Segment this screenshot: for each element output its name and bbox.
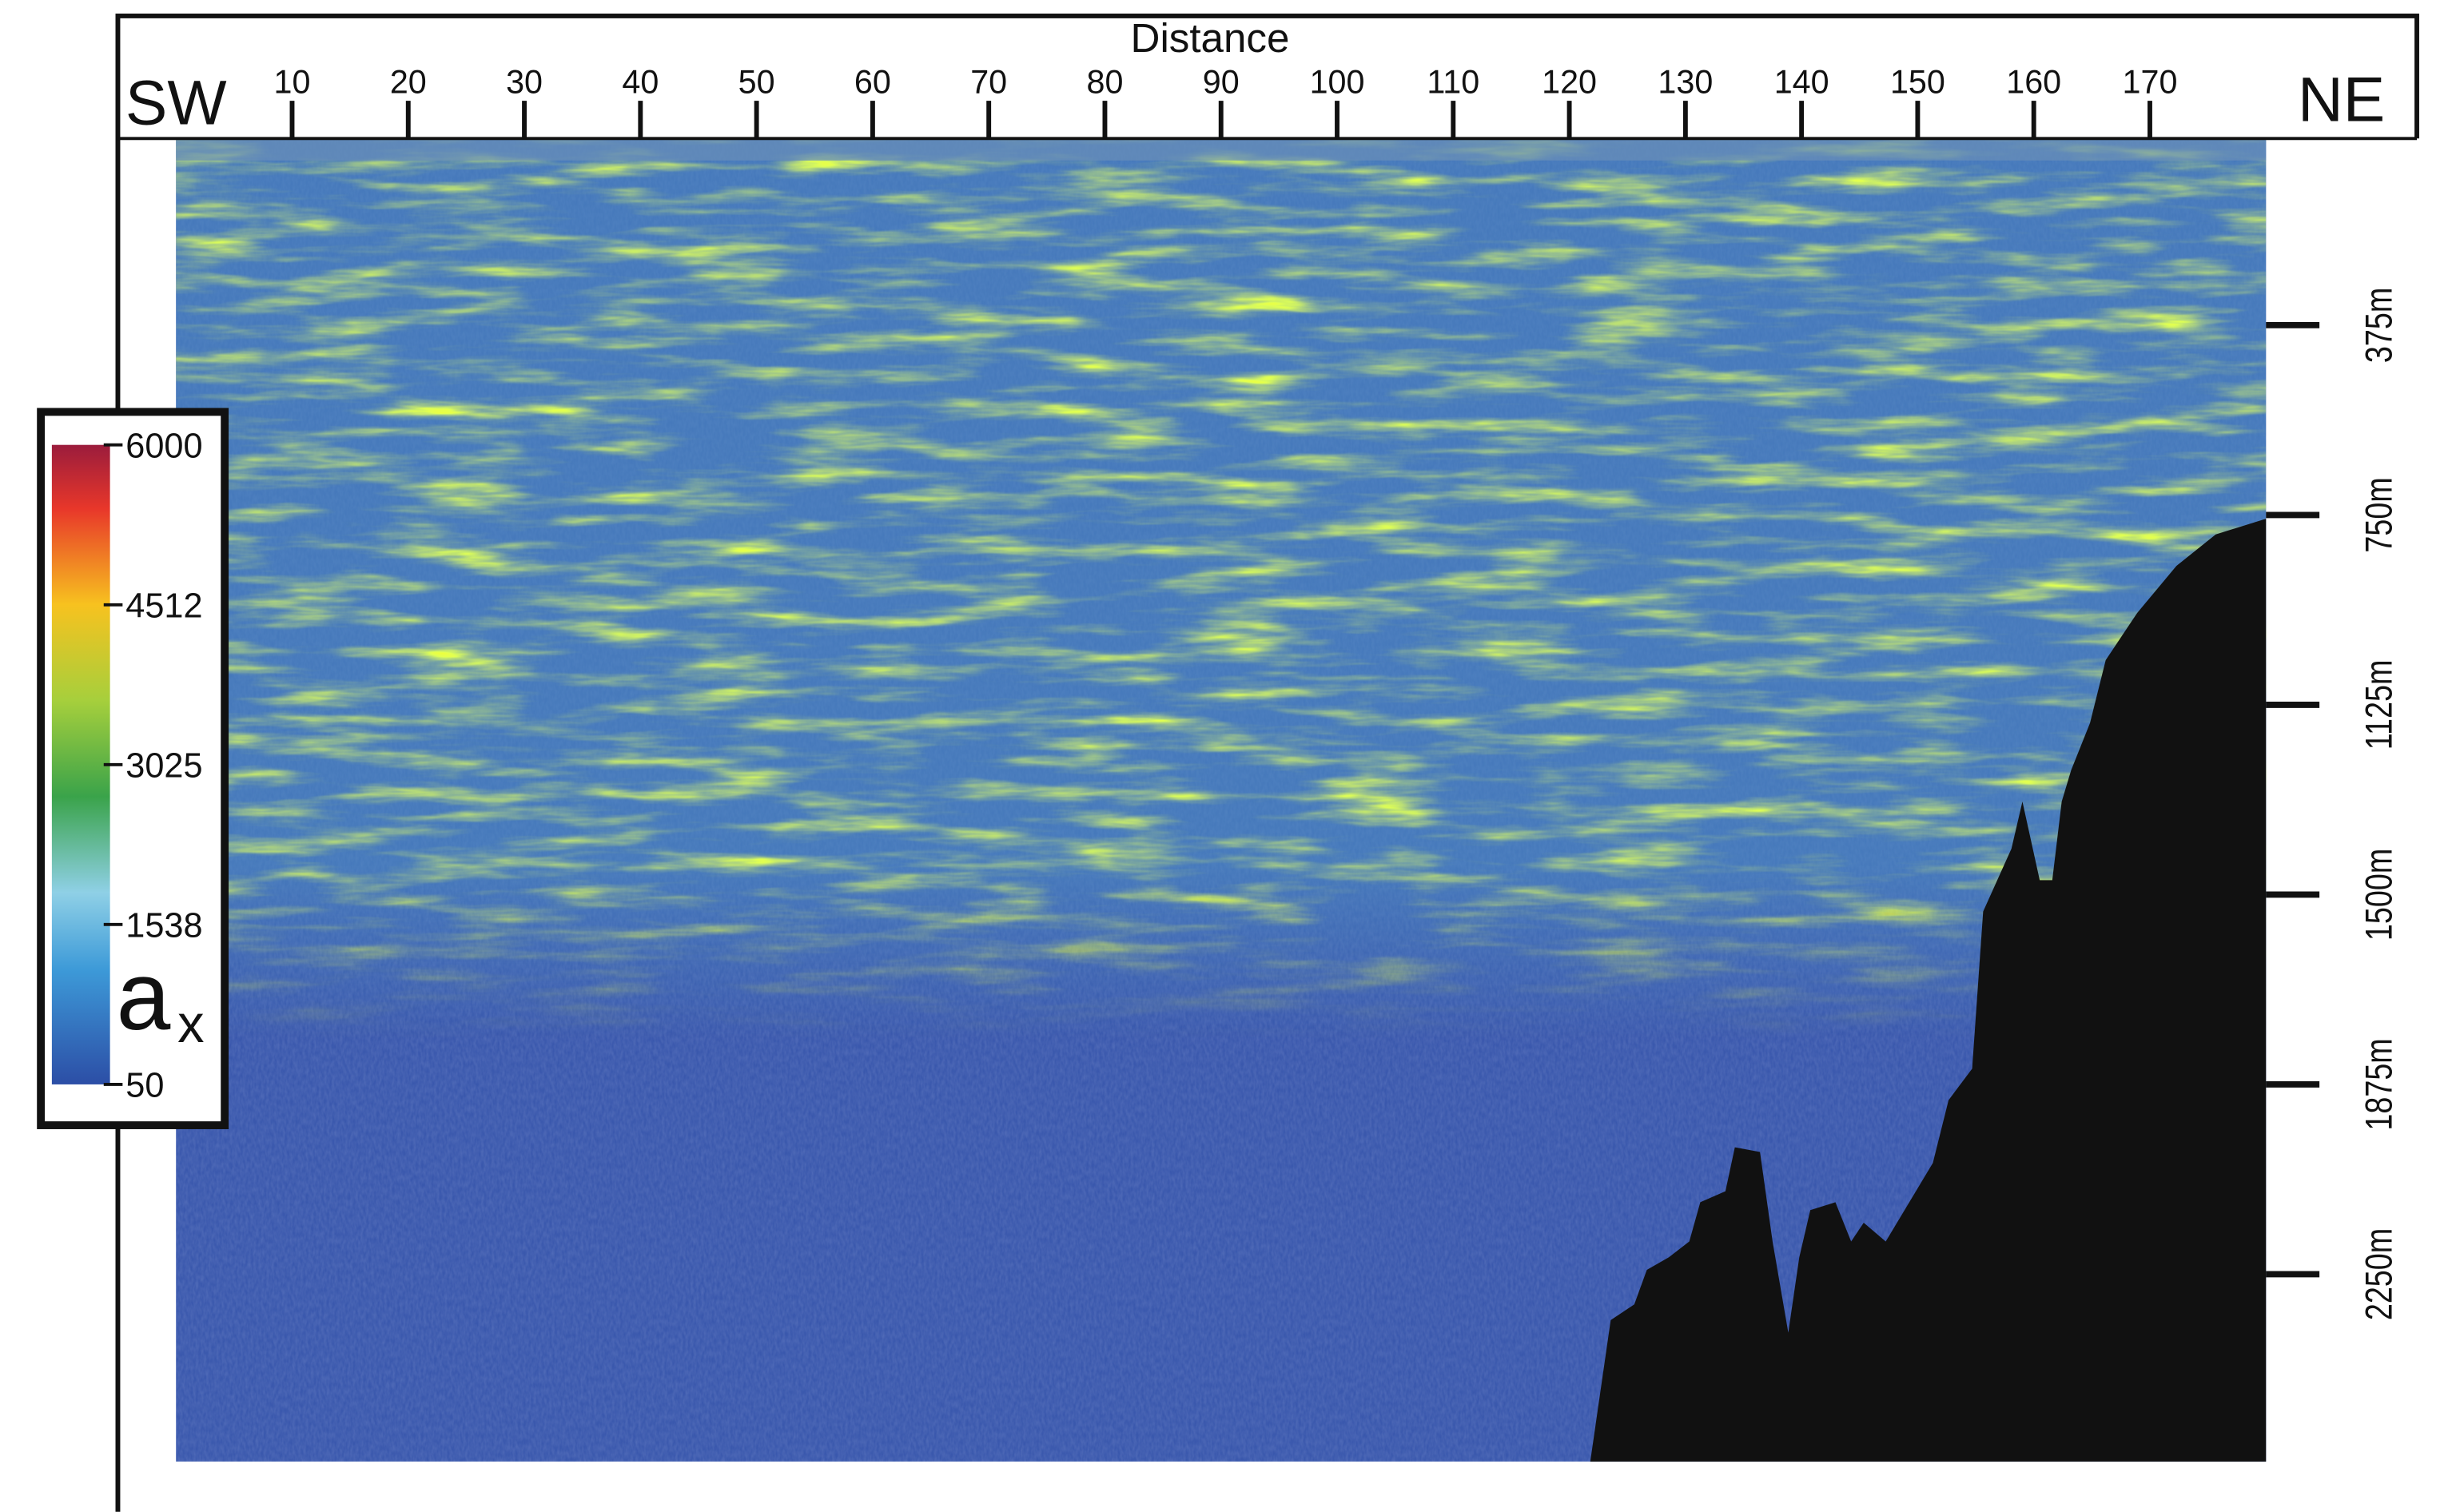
x-tick-label: 50 — [738, 63, 775, 100]
x-tick-label: 80 — [1086, 63, 1123, 100]
x-tick-label: 30 — [506, 63, 543, 100]
colorbar-tick-label: 4512 — [125, 587, 202, 626]
x-tick-label: 20 — [390, 63, 427, 100]
basement — [1590, 519, 2267, 1462]
colorbar-tick-label: 3025 — [125, 747, 202, 786]
x-tick-label: 60 — [854, 63, 891, 100]
y-tick-label: 375m — [2359, 288, 2401, 363]
colorbar-label-subscript: x — [177, 994, 204, 1054]
y-tick-label: 1500m — [2359, 849, 2401, 941]
colorbar-tick-label: 1538 — [125, 907, 202, 945]
colorbar-tick-label: 6000 — [125, 427, 202, 465]
y-tick-label: 1875m — [2359, 1038, 2401, 1130]
x-tick-label: 160 — [2006, 63, 2061, 100]
y-tick-label: 2250m — [2359, 1228, 2401, 1320]
colorbar-label: a — [116, 941, 170, 1050]
x-tick-label: 150 — [1890, 63, 1945, 100]
colorbar: a x 6000 4512 3025 1538 50 — [37, 408, 229, 1129]
x-tick-label: 100 — [1310, 63, 1365, 100]
colorbar-gradient — [51, 444, 110, 1084]
x-tick-label: 140 — [1774, 63, 1829, 100]
y-axis: 375m 750m 1125m 1500m 1875m 2250m — [2266, 288, 2401, 1320]
x-axis-label: Distance — [1131, 15, 1290, 61]
x-tick-label: 130 — [1658, 63, 1713, 100]
x-tick-label: 70 — [970, 63, 1007, 100]
x-tick-label: 120 — [1542, 63, 1597, 100]
colorbar-tick-label: 50 — [125, 1067, 164, 1105]
y-tick-label: 1125m — [2359, 660, 2401, 750]
x-tick-label: 90 — [1203, 63, 1240, 100]
seismic-section — [176, 138, 2267, 1462]
x-axis: 10 20 30 40 50 60 70 80 90 100 110 120 130 140 150 160 1… — [274, 63, 2178, 139]
x-tick-label: 170 — [2123, 63, 2178, 100]
right-label: NE — [2298, 65, 2385, 135]
left-label: SW — [125, 68, 227, 138]
x-tick-label: 40 — [622, 63, 659, 100]
x-tick-label: 10 — [274, 63, 311, 100]
y-tick-label: 750m — [2359, 477, 2401, 552]
x-tick-label: 110 — [1427, 63, 1479, 100]
